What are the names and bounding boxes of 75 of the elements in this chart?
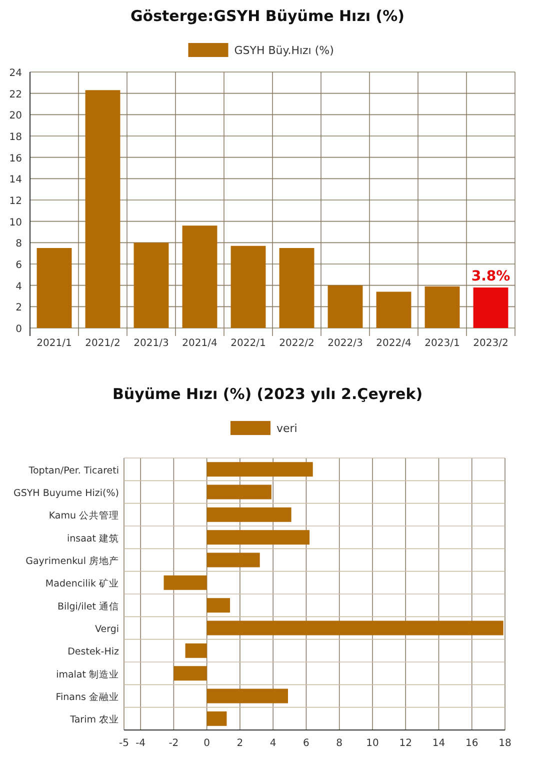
x-tick-label: 2022/4 (376, 338, 412, 349)
y-tick-label: Vergi (94, 624, 119, 635)
bar (85, 90, 120, 328)
x-tick-label: 16 (466, 738, 478, 749)
y-tick-label: Destek-Hiz (68, 646, 119, 658)
bar (206, 530, 310, 545)
bar (36, 248, 72, 328)
x-tick-label: 10 (366, 738, 379, 749)
y-tick-label: 10 (9, 217, 22, 228)
bar (206, 598, 230, 613)
y-tick-label: Kamu 公共管理 (48, 510, 119, 522)
y-tick-label: 0 (16, 324, 22, 335)
y-tick-label: Toptan/Per. Ticareti (28, 465, 119, 476)
bar (185, 643, 207, 658)
y-tick-label: insaat 建筑 (67, 532, 119, 544)
y-tick-label: Gayrimenkul 房地产 (26, 555, 119, 567)
chart-title: Büyüme Hızı (%) (2023 yılı 2.Çeyrek) (112, 385, 423, 403)
bar (164, 575, 207, 590)
x-tick-label: 2022/3 (328, 338, 363, 349)
bar (473, 287, 508, 328)
y-tick-label: 18 (9, 132, 22, 143)
y-tick-label: 4 (16, 281, 22, 292)
y-tick-label: 12 (9, 196, 22, 207)
x-tick-label: 2023/2 (473, 338, 508, 349)
y-tick-label: 14 (9, 174, 22, 186)
y-tick-label: imalat 制造业 (56, 668, 119, 680)
x-tick-label: -5 (119, 738, 129, 749)
x-tick-label: 0 (204, 738, 210, 749)
x-tick-label: 4 (270, 738, 276, 749)
bar (206, 507, 292, 522)
x-tick-label: -4 (136, 738, 146, 749)
x-tick-label: -2 (168, 738, 179, 749)
y-tick-label: Tarim 农业 (69, 714, 119, 726)
chart-title: Gösterge:GSYH Büyüme Hızı (%) (130, 7, 405, 25)
x-tick-label: 2023/1 (424, 338, 460, 349)
x-tick-label: 2022/1 (230, 338, 266, 349)
bar (174, 666, 207, 681)
x-tick-label: 12 (399, 738, 412, 749)
bar (206, 462, 313, 477)
x-tick-label: 2021/4 (182, 338, 218, 349)
bar (328, 285, 363, 328)
y-tick-label: Madencilik 矿业 (45, 578, 119, 590)
x-tick-label: 14 (432, 738, 446, 749)
y-tick-label: 2 (16, 302, 22, 314)
y-tick-label: 16 (9, 153, 22, 164)
data-label: 3.8% (471, 268, 510, 284)
y-tick-label: 6 (16, 260, 22, 271)
x-tick-label: 2021/1 (36, 338, 72, 349)
bar (206, 711, 227, 726)
bar (206, 552, 260, 568)
x-tick-label: 2021/3 (134, 338, 169, 349)
y-tick-label: 24 (9, 68, 22, 79)
y-tick-label: Finans 金融业 (56, 691, 119, 703)
x-tick-label: 18 (498, 738, 512, 749)
x-tick-label: 6 (303, 738, 310, 749)
bar (279, 248, 314, 328)
x-tick-label: 2 (236, 738, 244, 749)
y-tick-label: GSYH Buyume Hizi(%) (13, 488, 119, 499)
y-tick-label: 8 (16, 238, 22, 250)
bar (206, 620, 504, 636)
bar (206, 484, 272, 500)
bar (424, 286, 460, 328)
bar (230, 246, 266, 328)
y-tick-label: 20 (9, 110, 22, 122)
y-tick-label: Bilgi/ilet 通信 (57, 600, 119, 612)
y-tick-label: 22 (9, 89, 22, 100)
x-tick-label: 2022/2 (279, 338, 314, 349)
x-tick-label: 2021/2 (85, 338, 120, 349)
bar (376, 292, 412, 328)
x-tick-label: 8 (336, 738, 343, 749)
legend-label: veri (276, 422, 298, 435)
bar (206, 688, 288, 704)
bar (182, 226, 218, 328)
bar (134, 242, 169, 328)
legend-label: GSYH Büy.Hızı (%) (234, 44, 334, 57)
